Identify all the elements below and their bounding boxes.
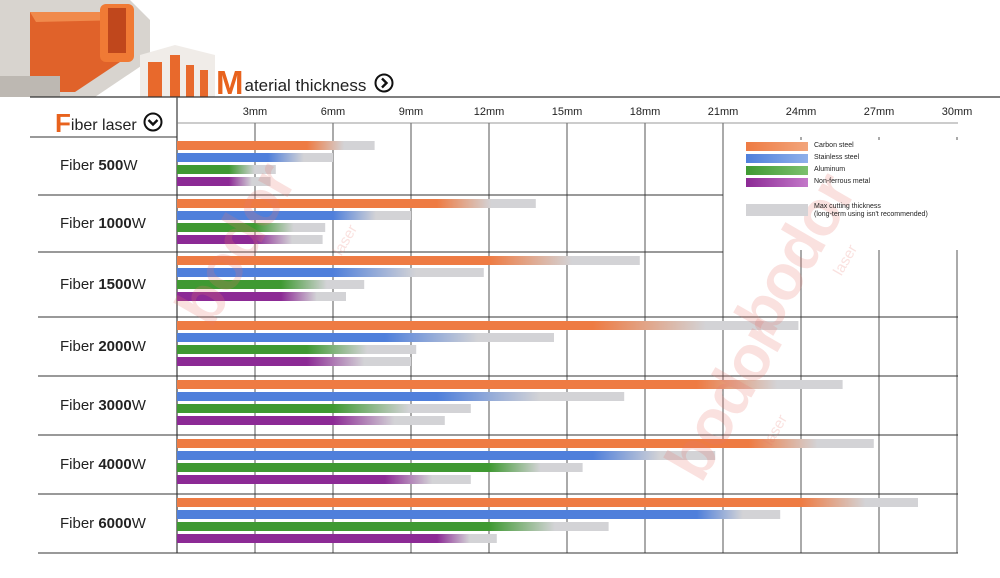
fiber-laser-header: F iber laser bbox=[55, 108, 163, 137]
legend-swatch bbox=[746, 142, 808, 151]
bar-carbon-steel bbox=[177, 439, 749, 448]
bar-non-ferrous-metal bbox=[177, 292, 281, 301]
bar-stainless-steel bbox=[177, 392, 437, 401]
material-thickness-title: M aterial thickness bbox=[216, 62, 394, 102]
row-label: Fiber 500W bbox=[60, 157, 138, 174]
bar-max-non-ferrous-metal bbox=[255, 235, 323, 244]
legend-label: Stainless steel bbox=[814, 154, 860, 161]
title-initial: M bbox=[216, 63, 244, 101]
bar-max-non-ferrous-metal bbox=[229, 177, 271, 186]
legend-label-max: Max cutting thickness bbox=[814, 203, 881, 210]
legend-swatch-max bbox=[746, 204, 808, 216]
bar-stainless-steel bbox=[177, 211, 333, 220]
row-label: Fiber 2000W bbox=[60, 337, 146, 355]
bar-aluminum bbox=[177, 223, 255, 232]
bar-aluminum bbox=[177, 404, 333, 413]
bar-aluminum bbox=[177, 280, 281, 289]
fiber-laser-initial: F bbox=[55, 107, 71, 138]
bar-carbon-steel bbox=[177, 380, 697, 389]
bar-carbon-steel bbox=[177, 498, 801, 507]
bar-max-stainless-steel bbox=[333, 211, 411, 220]
bar-max-stainless-steel bbox=[697, 510, 781, 519]
bar-max-aluminum bbox=[489, 463, 583, 472]
bar-stainless-steel bbox=[177, 510, 697, 519]
bar-max-carbon-steel bbox=[489, 256, 640, 265]
legend-label: Aluminum bbox=[814, 166, 846, 173]
bar-max-aluminum bbox=[255, 223, 326, 232]
laser-machine-illustration bbox=[0, 0, 215, 97]
bar-stainless-steel bbox=[177, 333, 385, 342]
row-label: Fiber 4000W bbox=[60, 455, 146, 473]
bar-max-carbon-steel bbox=[801, 498, 918, 507]
x-tick-label: 6mm bbox=[320, 106, 346, 118]
bar-carbon-steel bbox=[177, 199, 437, 208]
bar-max-carbon-steel bbox=[307, 141, 375, 150]
bar-max-stainless-steel bbox=[333, 268, 484, 277]
bar-non-ferrous-metal bbox=[177, 416, 333, 425]
legend-label: Non-ferrous metal bbox=[814, 178, 871, 185]
row-label: Fiber 3000W bbox=[60, 396, 146, 414]
bar-aluminum bbox=[177, 522, 489, 531]
x-tick-label: 12mm bbox=[473, 106, 505, 118]
bar-non-ferrous-metal bbox=[177, 534, 437, 543]
bar-max-non-ferrous-metal bbox=[281, 292, 346, 301]
bar-max-non-ferrous-metal bbox=[333, 416, 445, 425]
bar-max-stainless-steel bbox=[385, 333, 554, 342]
bar-aluminum bbox=[177, 463, 489, 472]
bar-max-aluminum bbox=[333, 404, 471, 413]
bar-max-stainless-steel bbox=[593, 451, 716, 460]
bar-stainless-steel bbox=[177, 153, 268, 162]
legend-swatch bbox=[746, 178, 808, 187]
x-tick-label: 21mm bbox=[707, 106, 739, 118]
bar-non-ferrous-metal bbox=[177, 235, 255, 244]
bar-max-stainless-steel bbox=[437, 392, 625, 401]
bar-carbon-steel bbox=[177, 321, 593, 330]
legend-label-max-note: (long-term using isn't recommended) bbox=[814, 211, 928, 218]
x-tick-label: 24mm bbox=[785, 106, 817, 118]
bar-max-carbon-steel bbox=[749, 439, 874, 448]
bar-non-ferrous-metal bbox=[177, 357, 307, 366]
bar-carbon-steel bbox=[177, 141, 307, 150]
x-tick-label: 30mm bbox=[941, 106, 973, 118]
legend-swatch bbox=[746, 166, 808, 175]
bar-max-aluminum bbox=[489, 522, 609, 531]
legend-label: Carbon steel bbox=[814, 142, 854, 149]
row-label: Fiber 1000W bbox=[60, 214, 146, 232]
x-tick-label: 9mm bbox=[398, 106, 424, 118]
x-tick-label: 27mm bbox=[863, 106, 895, 118]
bar-non-ferrous-metal bbox=[177, 177, 229, 186]
bar-max-carbon-steel bbox=[697, 380, 843, 389]
legend-swatch bbox=[746, 154, 808, 163]
row-label: Fiber 1500W bbox=[60, 275, 146, 293]
circle-chevron-right-icon bbox=[374, 73, 394, 98]
fiber-laser-text: iber laser bbox=[70, 116, 137, 134]
bar-max-stainless-steel bbox=[268, 153, 333, 162]
bar-aluminum bbox=[177, 345, 307, 354]
bar-max-non-ferrous-metal bbox=[385, 475, 471, 484]
row-label: Fiber 6000W bbox=[60, 514, 146, 532]
bar-max-carbon-steel bbox=[437, 199, 536, 208]
bar-max-aluminum bbox=[281, 280, 365, 289]
bar-max-non-ferrous-metal bbox=[437, 534, 497, 543]
bar-carbon-steel bbox=[177, 256, 489, 265]
bar-aluminum bbox=[177, 165, 229, 174]
bar-max-aluminum bbox=[307, 345, 417, 354]
x-tick-label: 15mm bbox=[551, 106, 583, 118]
title-text: aterial thickness bbox=[244, 76, 367, 95]
bar-max-non-ferrous-metal bbox=[307, 357, 411, 366]
circle-chevron-down-icon bbox=[143, 112, 163, 137]
x-tick-label: 18mm bbox=[629, 106, 661, 118]
bar-non-ferrous-metal bbox=[177, 475, 385, 484]
bar-stainless-steel bbox=[177, 268, 333, 277]
bar-max-carbon-steel bbox=[593, 321, 799, 330]
x-tick-label: 3mm bbox=[242, 106, 268, 118]
bar-stainless-steel bbox=[177, 451, 593, 460]
bar-max-aluminum bbox=[229, 165, 276, 174]
